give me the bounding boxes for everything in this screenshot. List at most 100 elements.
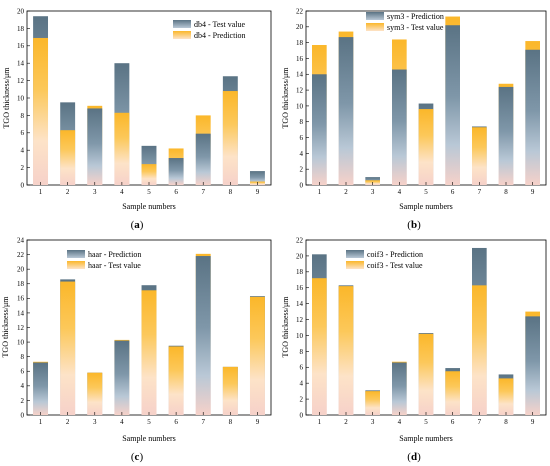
y-tick-label: 0	[21, 411, 25, 419]
y-tick-label: 6	[300, 364, 304, 372]
y-tick-label: 8	[21, 112, 25, 120]
panel-caption: (c)	[131, 451, 144, 463]
y-tick-label: 8	[300, 348, 304, 356]
bar-prediction-4	[392, 362, 407, 415]
y-tick-label: 14	[296, 300, 304, 308]
x-tick-label: 6	[451, 418, 455, 426]
y-tick-label: 6	[21, 368, 25, 376]
bar-prediction-2	[338, 37, 354, 185]
bar-test-value-9	[249, 296, 265, 415]
x-tick-label: 1	[318, 418, 322, 426]
x-tick-label: 7	[201, 418, 205, 426]
bar-prediction-5	[141, 164, 157, 185]
x-tick-label: 6	[174, 418, 178, 426]
legend-swatch-slate	[346, 250, 364, 258]
y-tick-label: 12	[296, 86, 304, 94]
x-tick-label: 2	[344, 188, 348, 196]
legend-swatch-orange	[366, 23, 384, 31]
y-tick-label: 6	[21, 129, 25, 137]
x-tick-label: 8	[504, 418, 508, 426]
x-tick-label: 4	[120, 418, 124, 426]
x-tick-label: 7	[201, 188, 205, 196]
panel-caption: (b)	[407, 219, 421, 231]
y-axis-title: TGO thickness/μm	[1, 296, 10, 358]
y-tick-label: 22	[296, 7, 304, 15]
legend: coif3 - Prediction coif3 - Test value	[346, 250, 423, 270]
panel-caption: (d)	[407, 451, 421, 463]
x-axis-title: Sample numbers	[399, 202, 453, 211]
x-tick-label: 3	[93, 418, 97, 426]
bar-prediction-1	[33, 362, 49, 415]
x-tick-label: 3	[371, 418, 375, 426]
bar-test-value-1	[312, 278, 327, 415]
x-axis-title: Sample numbers	[122, 202, 176, 211]
legend-swatch-orange	[173, 31, 191, 39]
legend-swatch-orange	[346, 261, 364, 269]
x-tick-label: 5	[424, 188, 428, 196]
y-tick-label: 16	[17, 42, 25, 50]
x-tick-label: 4	[398, 188, 402, 196]
y-tick-label: 6	[300, 134, 304, 142]
x-tick-label: 1	[39, 418, 43, 426]
bar-test-value-8	[498, 378, 514, 415]
x-tick-label: 5	[424, 418, 428, 426]
y-tick-label: 22	[17, 251, 25, 259]
y-tick-label: 14	[296, 71, 304, 79]
x-tick-label: 9	[256, 188, 260, 196]
y-tick-label: 4	[21, 382, 25, 390]
bar-test-value-8	[222, 366, 238, 415]
x-axis-title: Sample numbers	[122, 434, 176, 443]
y-tick-label: 10	[296, 332, 304, 340]
bar-test-value-6	[168, 158, 184, 185]
y-tick-label: 16	[17, 295, 25, 303]
x-tick-label: 1	[318, 188, 322, 196]
y-tick-label: 8	[21, 353, 25, 361]
y-tick-label: 22	[296, 236, 304, 244]
x-tick-label: 5	[147, 418, 151, 426]
x-tick-label: 2	[66, 418, 70, 426]
y-tick-label: 20	[17, 266, 25, 274]
y-tick-label: 14	[17, 309, 25, 317]
bar-test-value-2	[60, 281, 76, 415]
bar-prediction-2	[60, 130, 76, 185]
x-tick-label: 9	[531, 188, 535, 196]
legend-label: coif3 - Prediction	[367, 250, 423, 259]
bar-prediction-9	[525, 316, 540, 415]
y-tick-label: 18	[17, 25, 25, 33]
y-axis-title: TGO thickness/μm	[281, 296, 290, 358]
legend-label: db4 - Test value	[194, 20, 246, 29]
bar-test-value-3	[87, 372, 103, 415]
legend-swatch-slate	[173, 20, 191, 28]
panel-letter: d	[411, 451, 417, 463]
y-tick-label: 10	[296, 102, 304, 110]
bar-prediction-8	[498, 86, 514, 185]
y-tick-label: 18	[296, 268, 304, 276]
panel-letter: a	[134, 219, 140, 231]
x-axis-title: Sample numbers	[399, 434, 453, 443]
y-tick-label: 16	[296, 284, 304, 292]
bar-prediction-7	[195, 256, 211, 415]
y-tick-label: 16	[296, 55, 304, 63]
panel-letter: b	[411, 219, 417, 231]
y-tick-label: 18	[17, 280, 25, 288]
y-tick-label: 2	[21, 164, 25, 172]
legend-label: haar - Prediction	[88, 250, 141, 259]
y-tick-label: 2	[300, 395, 304, 403]
y-tick-label: 18	[296, 39, 304, 47]
y-tick-label: 0	[300, 181, 304, 189]
y-tick-label: 12	[296, 316, 304, 324]
legend-swatch-orange	[67, 261, 85, 269]
y-tick-label: 20	[296, 252, 304, 260]
x-tick-label: 4	[398, 418, 402, 426]
y-tick-label: 4	[300, 380, 304, 388]
y-tick-label: 10	[17, 94, 25, 102]
bar-prediction-8	[222, 91, 238, 185]
bar-test-value-7	[472, 127, 487, 185]
legend-label: db4 - Prediction	[194, 31, 246, 40]
legend-label: coif3 - Test value	[367, 261, 423, 270]
x-tick-label: 1	[39, 188, 43, 196]
x-tick-label: 9	[531, 418, 535, 426]
bar-prediction-4	[392, 69, 407, 185]
